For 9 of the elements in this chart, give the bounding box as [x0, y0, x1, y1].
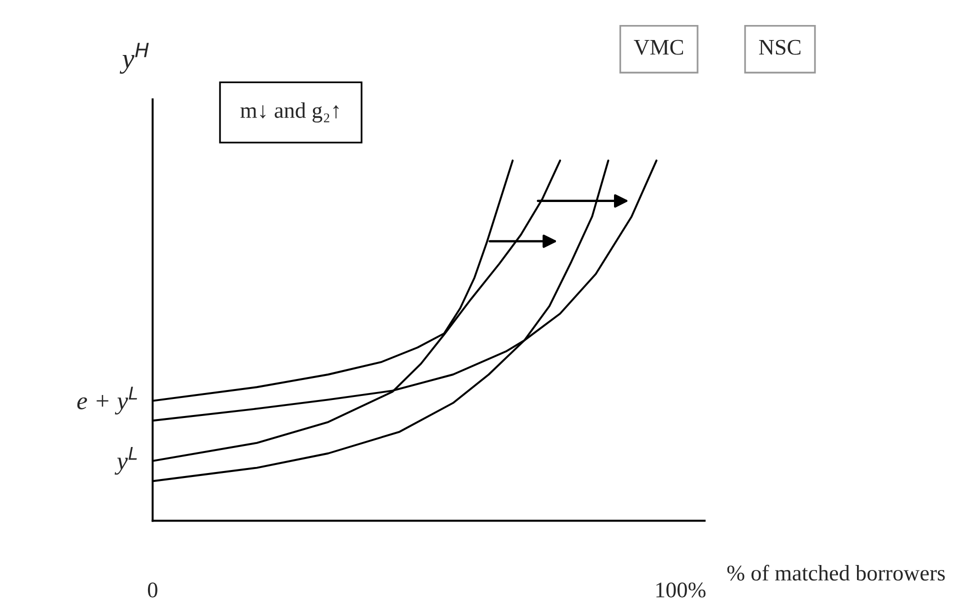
- y-axis-title: y$^{H}$: [120, 42, 149, 74]
- annotation: e + y$^{L}$: [77, 386, 137, 415]
- x-tick-label: 100%: [656, 582, 706, 598]
- annotation: y$^{L}$: [114, 446, 137, 475]
- text: VMC: [634, 40, 684, 55]
- x-tick-label: 0: [148, 582, 158, 598]
- text: NSC: [759, 40, 800, 55]
- text: m↓ and g₂↑: [240, 102, 339, 123]
- x-axis-title: % of matched borrowers: [727, 564, 945, 581]
